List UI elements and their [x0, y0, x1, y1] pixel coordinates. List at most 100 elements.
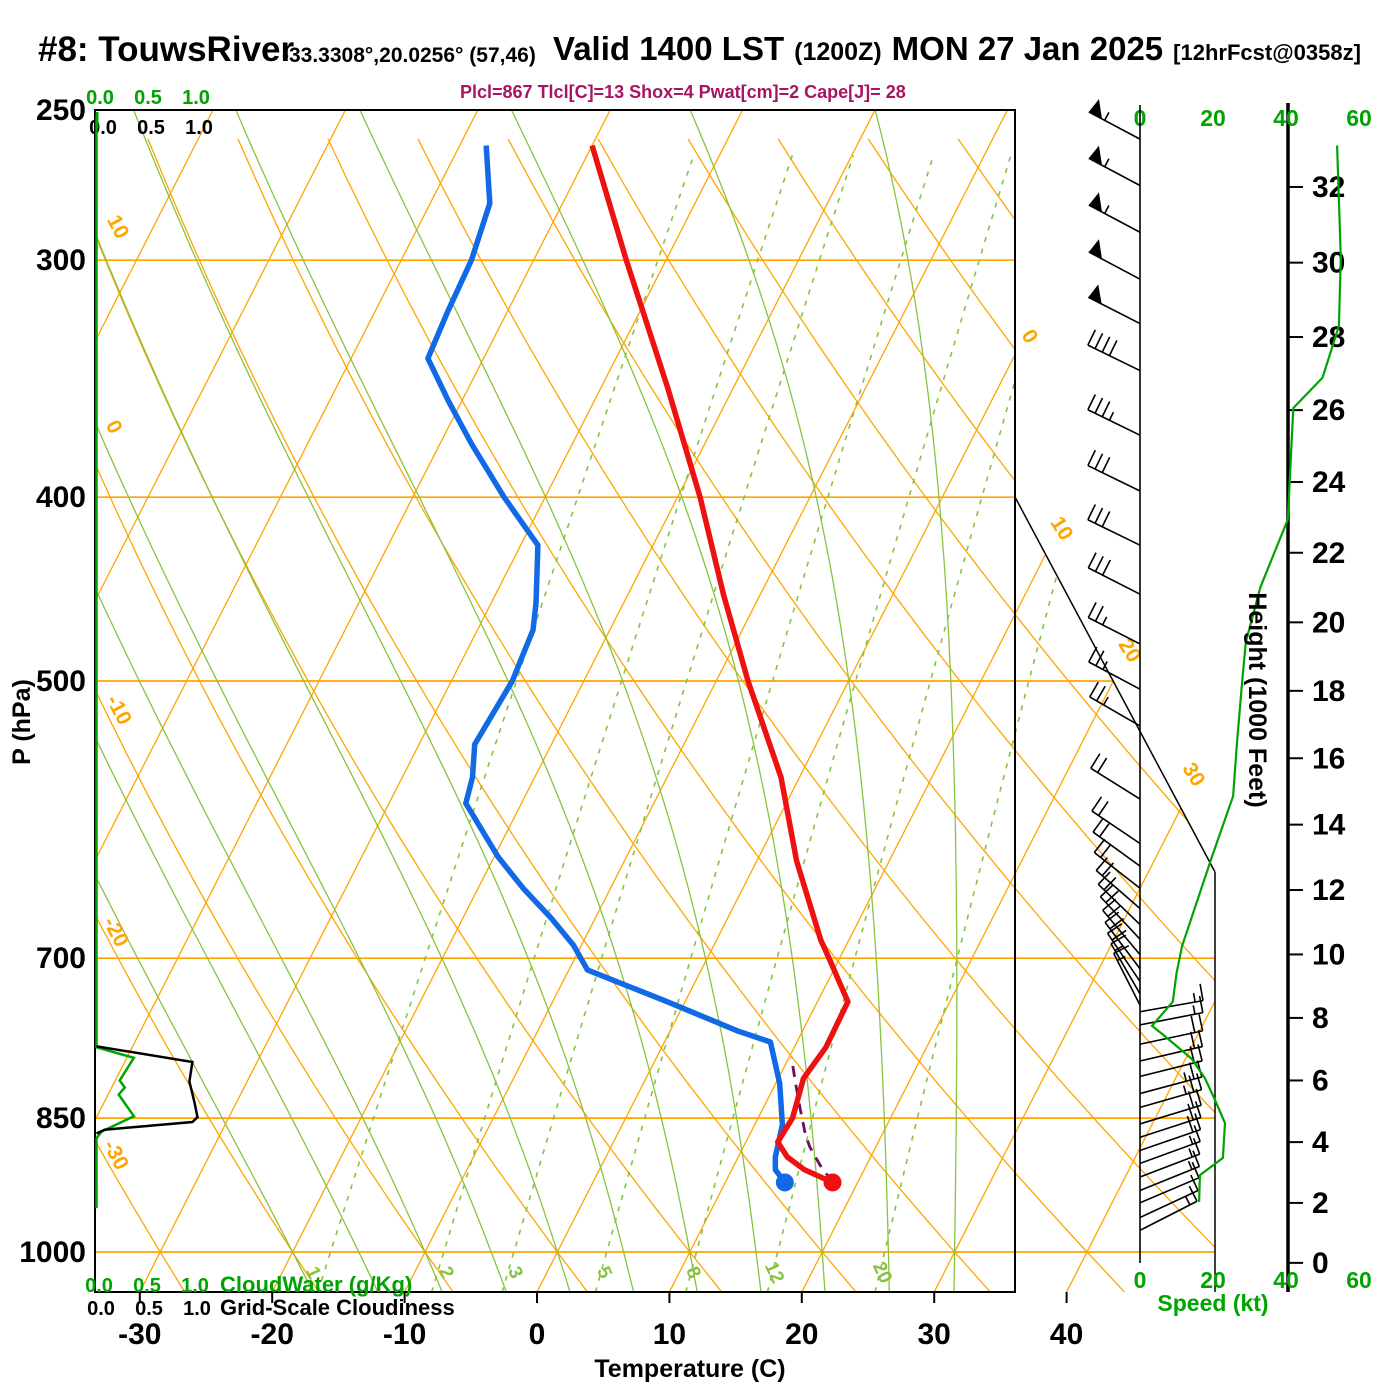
pressure-axis-title: P (hPa): [8, 679, 36, 765]
speed-tick-label-top: 60: [1346, 105, 1372, 131]
wind-barb-full: [1101, 559, 1112, 576]
cloudiness-profile: [95, 1045, 199, 1135]
dry-adiabat-line: [95, 138, 723, 1292]
wind-barb-full: [1194, 1113, 1202, 1130]
wind-barb-half: [1192, 1005, 1196, 1015]
wind-barb-full: [1192, 1150, 1201, 1167]
wind-barb-full: [1195, 1088, 1202, 1106]
wind-barb-full: [1188, 1185, 1198, 1202]
wind-barb-pennant: [1088, 239, 1103, 260]
wind-barb-shaft: [1090, 767, 1141, 800]
pressure-tick-label: 1000: [19, 1236, 86, 1269]
temperature-tick-label: -10: [383, 1318, 426, 1351]
height-tick-label: 8: [1312, 1002, 1329, 1035]
mixing-ratio-label: 3: [503, 1263, 527, 1281]
temperature-tick-label: 40: [1050, 1318, 1083, 1351]
dry-adiabat-line: [237, 138, 991, 1292]
dry-adiabat-line: [507, 138, 1215, 1292]
isotherm-label: 30: [1178, 759, 1210, 791]
wind-barb-shaft: [1097, 883, 1141, 926]
wind-barb-half: [1101, 616, 1108, 626]
wind-barb-full: [1094, 332, 1104, 349]
wind-barb-half: [1183, 1072, 1188, 1082]
wind-barb-full: [1087, 449, 1097, 466]
cloudwater-scale-top: 1.0: [182, 87, 210, 109]
wind-barb-shaft: [1139, 1089, 1202, 1109]
dry-adiabat-line: [95, 138, 454, 1292]
forecast-tag: [12hrFcst@0358z]: [1173, 40, 1361, 65]
wind-barb-full: [1101, 336, 1111, 353]
dry-adiabat-line: [417, 138, 1215, 1292]
wind-barb-full: [1087, 394, 1097, 411]
wind-barb-full: [1105, 890, 1119, 904]
pressure-lines: [95, 259, 1215, 1253]
plot-border: [94, 109, 1216, 1293]
moist-adiabat-line: [95, 110, 383, 1292]
wind-barb-shaft: [1139, 1060, 1203, 1078]
wind-barb-pennant: [1088, 99, 1103, 119]
wind-barb-full: [1094, 605, 1104, 622]
isotherm-line: [801, 110, 1215, 1292]
cloudwater-scale-top: 0.5: [134, 87, 162, 109]
mixing-ratio-line: [685, 155, 1012, 1292]
temperature-tick-label: -30: [118, 1318, 161, 1351]
temperature-tick-label: 30: [918, 1318, 951, 1351]
wind-barb-full: [1190, 1174, 1199, 1191]
height-tick-label: 26: [1312, 394, 1345, 427]
height-tick-label: 6: [1312, 1064, 1329, 1097]
moist-adiabat-line: [95, 110, 574, 1292]
wind-barb-shaft: [1139, 1045, 1203, 1062]
temperature-tick-label: -20: [251, 1318, 294, 1351]
wind-barb-full: [1101, 862, 1115, 877]
wind-barb-half: [1185, 1196, 1191, 1206]
wind-barb-shaft: [1087, 464, 1141, 492]
wind-barb-shaft: [1091, 810, 1141, 845]
wind-barb-shaft: [1087, 616, 1141, 645]
wind-barb-shaft: [1110, 943, 1141, 995]
wind-barb-full: [1198, 1014, 1204, 1032]
wind-barb-shaft: [1139, 1011, 1203, 1026]
height-tick-label: 10: [1312, 938, 1345, 971]
wind-barb-shaft: [1139, 1140, 1201, 1165]
wind-barb-full: [1189, 1031, 1196, 1049]
mixing-ratio-line: [317, 155, 695, 1292]
height-tick-label: 22: [1312, 537, 1345, 570]
wind-barb-half: [1102, 661, 1108, 670]
mixing-ratio-lines: [317, 155, 1173, 1292]
moist-adiabat-line: [95, 110, 319, 1292]
wind-barb-full: [1198, 995, 1204, 1013]
isotherm-label: 0: [1017, 326, 1043, 348]
dry-adiabat-line: [147, 138, 857, 1292]
wind-barb-full: [1188, 1075, 1195, 1093]
wind-barb-full: [1199, 983, 1204, 1001]
wind-barb-full: [1190, 1015, 1196, 1033]
wind-barb-full: [1101, 511, 1111, 528]
temperature-tick-label: 20: [785, 1318, 818, 1351]
wind-barb-half: [1182, 1085, 1187, 1095]
station-coords: -33.3308°,20.0256° (57,46): [282, 44, 536, 67]
moist-adiabat-line: [684, 110, 891, 1292]
mixing-ratio-line: [501, 155, 854, 1292]
cloudwater-scale-bottom: 1.0: [181, 1275, 209, 1297]
height-tick-label: 0: [1312, 1247, 1329, 1280]
dry-adiabat-label: -30: [98, 1136, 133, 1174]
dry-adiabat-line: [687, 138, 1215, 1292]
dry-adiabat-line: [327, 138, 1126, 1292]
wind-barb-full: [1094, 453, 1104, 470]
dry-adiabat-line: [777, 138, 1215, 1292]
wind-barb-shaft: [1139, 1076, 1203, 1095]
speed-tick-label-bottom: 40: [1273, 1267, 1299, 1293]
wind-barb-full: [1111, 929, 1127, 941]
isotherm-line: [95, 110, 346, 1292]
wind-barb-shaft: [1139, 1165, 1200, 1192]
height-tick-label: 4: [1312, 1126, 1329, 1159]
wind-barb-full: [1192, 1137, 1201, 1155]
mixing-ratio-line: [874, 155, 1173, 1292]
wind-barb-full: [1098, 822, 1111, 838]
wind-barb-full: [1186, 1115, 1194, 1133]
wind-barb-full: [1191, 1161, 1200, 1179]
wind-barb-full: [1197, 1029, 1204, 1047]
pressure-tick-label: 250: [36, 94, 86, 127]
